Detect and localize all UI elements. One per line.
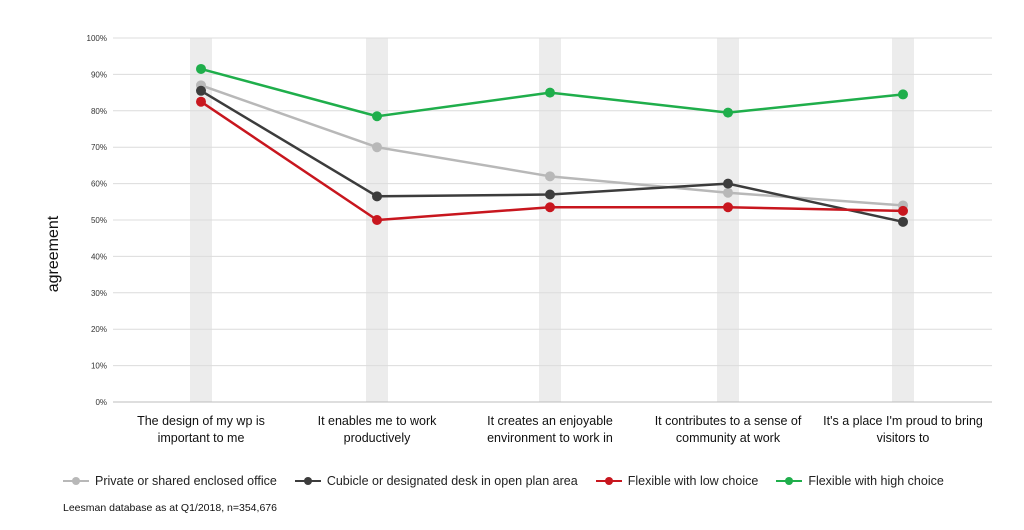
legend-label: Flexible with low choice <box>627 474 759 488</box>
series-group <box>196 96 908 225</box>
data-point <box>898 216 908 227</box>
y-axis-ticks: 0% 10% 20% 30% 40% 50% 60% 70% 80% 90% 100% <box>87 34 107 407</box>
y-tick-label: 90% <box>91 70 107 79</box>
x-category-label: It enables me to work <box>318 414 438 428</box>
y-tick-label: 40% <box>91 252 107 261</box>
legend-item: Cubicle or designated desk in open plan … <box>294 474 578 488</box>
x-category-label: It contributes to a sense of <box>655 414 802 428</box>
data-point <box>372 111 382 122</box>
x-category-label: It's a place I'm proud to bring <box>823 414 983 428</box>
series-group <box>196 63 908 122</box>
data-point <box>545 171 555 182</box>
x-category-label: visitors to <box>877 431 930 445</box>
y-tick-label: 100% <box>87 34 107 43</box>
gridlines <box>113 37 992 403</box>
x-axis-categories: The design of my wp is important to me It … <box>137 414 983 445</box>
data-point <box>372 191 382 202</box>
source-note: Leesman database as at Q1/2018, n=354,67… <box>63 502 277 514</box>
data-point <box>898 205 908 216</box>
legend-label: Flexible with high choice <box>808 474 944 488</box>
legend-item: Flexible with high choice <box>776 474 944 488</box>
data-point <box>196 85 206 96</box>
legend: Private or shared enclosed office Cubicle… <box>63 474 962 488</box>
x-category-label: community at work <box>676 431 781 445</box>
y-axis-label: agreement <box>45 215 62 292</box>
y-tick-label: 80% <box>91 107 107 116</box>
y-tick-label: 60% <box>91 180 107 189</box>
legend-label: Cubicle or designated desk in open plan … <box>326 474 578 488</box>
line-chart: 0% 10% 20% 30% 40% 50% 60% 70% 80% 90% 100% agreem… <box>45 34 992 445</box>
data-point <box>545 202 555 213</box>
data-point <box>723 107 733 118</box>
data-point <box>545 87 555 98</box>
x-category-label: important to me <box>158 431 245 445</box>
data-point <box>723 178 733 189</box>
legend-swatch <box>63 476 89 486</box>
data-point <box>372 142 382 153</box>
y-tick-label: 10% <box>91 362 107 371</box>
series-group <box>196 85 908 227</box>
x-category-label: productively <box>344 431 411 445</box>
legend-swatch <box>595 476 622 486</box>
y-tick-label: 20% <box>91 325 107 334</box>
y-tick-label: 30% <box>91 289 107 298</box>
data-point <box>196 63 206 74</box>
x-category-label: It creates an enjoyable <box>487 414 613 428</box>
data-point <box>898 89 908 100</box>
data-point <box>196 96 206 107</box>
data-point <box>545 189 555 200</box>
y-tick-label: 50% <box>91 216 107 225</box>
x-category-label: environment to work in <box>487 431 613 445</box>
x-category-label: The design of my wp is <box>137 414 265 428</box>
legend-swatch <box>776 476 803 486</box>
legend-item: Flexible with low choice <box>595 474 759 488</box>
data-point <box>723 202 733 213</box>
series-lines <box>196 63 908 227</box>
y-tick-label: 0% <box>95 398 107 407</box>
data-point <box>723 187 733 198</box>
legend-swatch <box>294 476 321 486</box>
data-point <box>372 215 382 225</box>
legend-item: Private or shared enclosed office <box>63 474 277 488</box>
y-tick-label: 70% <box>91 143 107 152</box>
legend-label: Private or shared enclosed office <box>95 474 277 488</box>
